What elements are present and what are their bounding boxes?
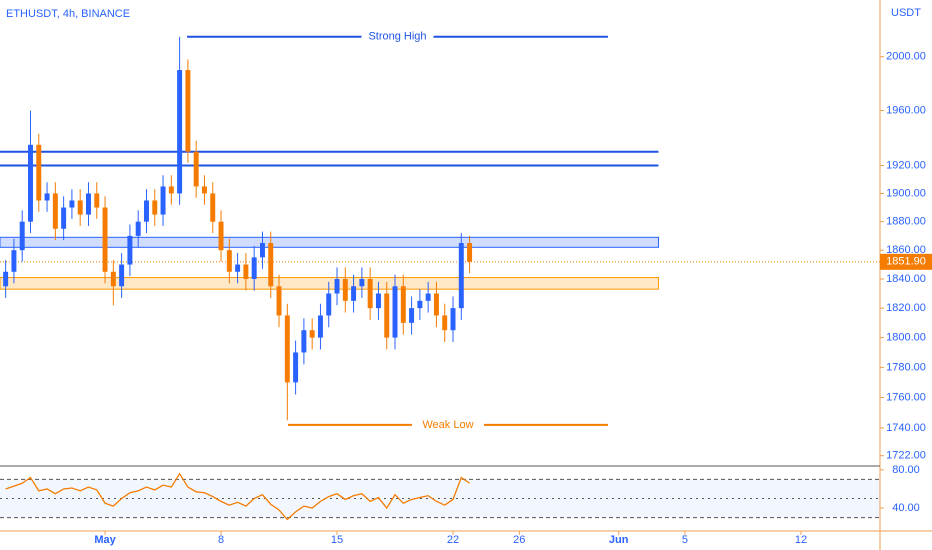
candle-body [210,193,216,222]
rsi-y-tick-label: 40.00 [892,502,920,514]
candle-body [359,278,365,287]
last-price-box [880,253,932,270]
chart-title: ETHUSDT, 4h, BINANCE [6,8,130,20]
candle-body [334,278,340,294]
candle-body [384,293,390,338]
x-tick-label: 15 [331,534,343,546]
x-tick-label: 26 [513,534,525,546]
y-tick-label: 1780.00 [886,361,926,373]
candle-body [251,257,257,279]
candle-body [52,193,58,229]
candle-body [201,186,207,194]
candle-body [259,243,265,258]
candle-body [433,293,439,316]
candle-body [326,293,332,316]
y-tick-label: 1760.00 [886,391,926,403]
y-tick-label: 1740.00 [886,422,926,434]
candle-body [375,293,381,309]
candle-body [160,186,166,215]
x-tick-label: 8 [218,534,224,546]
candle-body [467,243,473,262]
y-tick-label: 1722.00 [886,450,926,462]
y-tick-label: 1880.00 [886,216,926,228]
candle-body [301,330,307,353]
candle-body [276,286,282,316]
candle-body [135,221,141,236]
level-label-bg [411,417,484,432]
candle-body [284,315,290,383]
y-tick-label: 1840.00 [886,273,926,285]
candle-body [36,144,42,201]
rsi-y-tick-label: 80.00 [892,464,920,476]
y-tick-label: 1900.00 [886,187,926,199]
candle-body [168,186,174,194]
candle-body [226,250,232,272]
candle-body [309,330,315,338]
candle-body [3,271,9,287]
candle-body [317,315,323,338]
candle-body [28,144,33,222]
candle-body [293,352,299,383]
level-label: Weak Low [422,419,473,431]
candle-body [458,243,464,309]
x-tick-label: 22 [447,534,459,546]
candle-body [425,293,431,301]
candle-body [243,264,249,279]
candle-body [85,193,91,215]
candle-body [102,207,108,272]
zone [0,236,659,248]
x-tick-label: 5 [682,534,688,546]
level-label: Strong High [368,31,426,43]
candle-body [44,193,50,201]
candle-body [417,300,423,309]
currency-label: USDT [891,7,921,19]
candle-body [19,221,25,251]
x-tick-label: Jun [609,534,629,546]
y-tick-label: 1960.00 [886,104,926,116]
level-label-bg [361,29,434,44]
x-tick-label: May [94,534,116,546]
candle-body [177,70,183,194]
candle-body [77,200,83,215]
last-price-label: 1851.90 [886,256,926,268]
x-tick-label: 12 [795,534,807,546]
candle-body [235,264,241,272]
candle-body [193,151,199,187]
candle-body [143,200,149,222]
candle-body [442,315,448,331]
rsi-line [5,472,470,521]
candle-body [268,243,274,287]
y-tick-label: 1860.00 [886,244,926,256]
candle-body [110,271,116,287]
candle-body [61,207,67,229]
candle-body [185,70,191,152]
candle-body [218,221,224,251]
candle-body [351,286,357,301]
y-tick-label: 1800.00 [886,331,926,343]
y-tick-label: 1820.00 [886,302,926,314]
candle-body [11,250,17,272]
candle-body [450,308,456,331]
y-tick-label: 1920.00 [886,159,926,171]
candle-body [400,286,406,323]
candle-body [367,278,373,309]
candle-body [69,200,75,208]
candle-body [94,193,100,208]
candle-body [127,235,133,265]
candle-body [409,308,415,323]
candle-body [342,278,348,301]
candle-body [392,286,398,338]
candle-body [152,200,158,215]
candle-body [119,264,125,287]
y-tick-label: 2000.00 [886,51,926,63]
